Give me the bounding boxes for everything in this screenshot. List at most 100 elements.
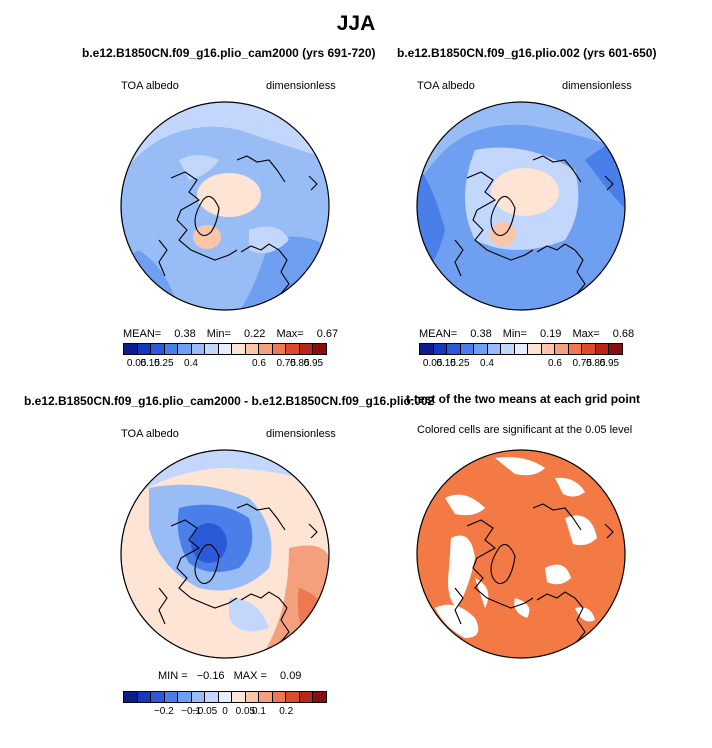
panel3-left-label: TOA albedo: [121, 428, 179, 440]
panel3-min-value: −0.16: [196, 670, 225, 682]
colorbar-cell: [609, 344, 622, 354]
panel3-colorbar-ticks: −0.2 −0.1 −0.05 0 0.05 0.1 0.2: [123, 706, 327, 720]
panel4-subtitle: Colored cells are significant at the 0.0…: [417, 424, 633, 436]
panel1-right-label: dimensionless: [266, 80, 336, 92]
colorbar-tick-label: 0.75: [276, 358, 296, 369]
colorbar-cell: [568, 344, 583, 354]
panel2-min-label: Min=: [502, 328, 527, 340]
colorbar-cell: [205, 344, 219, 354]
colorbar-tick-label: 0.25: [450, 358, 470, 369]
colorbar-cell: [582, 344, 596, 354]
significance-fill: [417, 450, 625, 658]
colorbar-cell: [124, 344, 138, 354]
panel1-min-label: Min=: [206, 328, 231, 340]
panel1-colorbar: [123, 343, 327, 355]
colorbar-cell: [178, 692, 192, 702]
panel1-max-label: Max=: [276, 328, 304, 340]
colorbar-cell: [514, 344, 529, 354]
colorbar-cell: [433, 344, 448, 354]
colorbar-cell: [286, 692, 300, 702]
panel2-mean-label: MEAN=: [419, 328, 458, 340]
colorbar-cell: [528, 344, 542, 354]
colorbar-tick-label: 0.4: [480, 358, 494, 369]
colorbar-tick-label: 0.1: [252, 706, 266, 717]
panel4-significance-map: [416, 449, 626, 659]
colorbar-tick-label: −0.2: [153, 706, 174, 717]
colorbar-tick-label: 0.85: [290, 358, 310, 369]
panel2-mean-value: 0.38: [470, 328, 492, 340]
panel3-right-label: dimensionless: [266, 428, 336, 440]
colorbar-cell: [164, 344, 179, 354]
colorbar-tick-label: 0.05: [235, 706, 256, 717]
colorbar-tick-label: 0.25: [154, 358, 174, 369]
colorbar-cell: [245, 692, 260, 702]
colorbar-cell: [420, 344, 434, 354]
colorbar-tick-label: 0.05: [422, 358, 443, 369]
panel1-polar-map: [120, 101, 330, 311]
colorbar-tick-label: 0.85: [586, 358, 606, 369]
panel2-left-label: TOA albedo: [417, 80, 475, 92]
colorbar-tick-label: 0.05: [126, 358, 147, 369]
panel3-min-label: MIN =: [158, 670, 188, 682]
colorbar-cell: [501, 344, 515, 354]
colorbar-cell: [299, 692, 314, 702]
colorbar-cell: [541, 344, 556, 354]
panel3-max-value: 0.09: [280, 670, 302, 682]
panel1-stats: MEAN= 0.38 Min= 0.22 Max= 0.67: [123, 328, 338, 340]
panel3-colorbar: [123, 691, 327, 703]
colorbar-cell: [487, 344, 502, 354]
colorbar-cell: [205, 692, 219, 702]
colorbar-cell: [555, 344, 569, 354]
colorbar-tick-label: 0.6: [252, 358, 266, 369]
colorbar-cell: [259, 344, 273, 354]
panel1-mean-value: 0.38: [174, 328, 196, 340]
panel2-max-value: 0.68: [612, 328, 635, 340]
colorbar-cell: [245, 344, 260, 354]
colorbar-tick-label: 0.95: [599, 358, 620, 369]
colorbar-cell: [137, 692, 152, 702]
colorbar-cell: [232, 344, 246, 354]
colorbar-cell: [151, 344, 165, 354]
panel1-min-value: 0.22: [243, 328, 266, 340]
panel1-colorbar-ticks: 0.05 0.15 0.25 0.4 0.6 0.75 0.85 0.95: [123, 358, 327, 372]
panel2-right-label: dimensionless: [562, 80, 632, 92]
colorbar-tick-label: 0.15: [436, 358, 456, 369]
colorbar-cell: [595, 344, 610, 354]
panel2-colorbar-ticks: 0.05 0.15 0.25 0.4 0.6 0.75 0.85 0.95: [419, 358, 623, 372]
colorbar-cell: [218, 344, 233, 354]
panel2-stats: MEAN= 0.38 Min= 0.19 Max= 0.68: [419, 328, 634, 340]
colorbar-tick-label: 0.95: [303, 358, 324, 369]
colorbar-tick-label: 0.75: [572, 358, 592, 369]
colorbar-cell: [232, 692, 246, 702]
panel2-min-value: 0.19: [539, 328, 562, 340]
panel3-stats: MIN = −0.16 MAX = 0.09: [158, 670, 301, 682]
colorbar-cell: [178, 344, 192, 354]
panel2-max-label: Max=: [572, 328, 600, 340]
colorbar-cell: [151, 692, 165, 702]
colorbar-cell: [313, 692, 326, 702]
panel1-mean-label: MEAN=: [123, 328, 162, 340]
panel3-polar-map: [120, 449, 330, 659]
colorbar-tick-label: 0.15: [140, 358, 160, 369]
colorbar-tick-label: 0.4: [184, 358, 198, 369]
colorbar-cell: [272, 692, 287, 702]
colorbar-cell: [474, 344, 488, 354]
colorbar-cell: [124, 692, 138, 702]
panel2-title: b.e12.B1850CN.f09_g16.plio.002 (yrs 601-…: [397, 46, 657, 60]
panel2-colorbar: [419, 343, 623, 355]
colorbar-tick-label: 0.6: [548, 358, 562, 369]
panel1-left-label: TOA albedo: [121, 80, 179, 92]
panel2-polar-map: [416, 101, 626, 311]
colorbar-cell: [313, 344, 326, 354]
panel4-title: t-test of the two means at each grid poi…: [406, 392, 641, 406]
colorbar-tick-label: 0.2: [279, 706, 294, 717]
panel3-max-label: MAX =: [233, 670, 267, 682]
colorbar-cell: [460, 344, 475, 354]
figure-title: JJA: [336, 12, 376, 35]
colorbar-cell: [259, 692, 273, 702]
colorbar-cell: [137, 344, 152, 354]
colorbar-tick-label: −0.05: [191, 706, 218, 717]
colorbar-tick-label: −0.1: [181, 706, 201, 717]
colorbar-cell: [272, 344, 287, 354]
colorbar-cell: [299, 344, 314, 354]
